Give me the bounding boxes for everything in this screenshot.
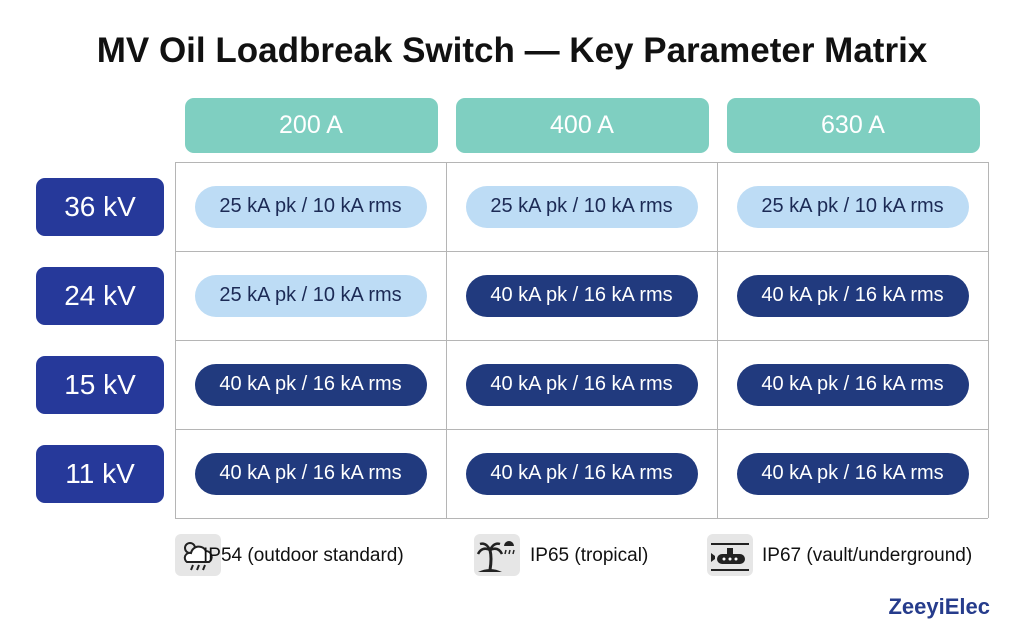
row-header: 24 kV xyxy=(36,266,164,325)
column-header: 200 A xyxy=(184,98,438,153)
legend-icon xyxy=(707,534,753,576)
column-header: 630 A xyxy=(726,98,980,153)
legend-label: IP54 (outdoor standard) xyxy=(203,545,404,566)
grid-line xyxy=(175,429,988,430)
grid-line xyxy=(175,251,988,252)
rating-pill: 40 kA pk / 16 kA rms xyxy=(465,274,698,317)
rating-pill: 40 kA pk / 16 kA rms xyxy=(736,452,969,495)
rating-pill: 40 kA pk / 16 kA rms xyxy=(465,452,698,495)
brand: ZeeyiElec xyxy=(888,594,990,619)
grid-line xyxy=(175,162,988,163)
legend-icon xyxy=(474,534,520,576)
grid-line xyxy=(175,518,988,519)
row-header: 15 kV xyxy=(36,355,164,414)
rating-pill: 25 kA pk / 10 kA rms xyxy=(465,185,698,228)
row-header: 11 kV xyxy=(36,444,164,503)
rating-pill: 40 kA pk / 16 kA rms xyxy=(465,363,698,406)
rating-pill: 40 kA pk / 16 kA rms xyxy=(736,363,969,406)
row-header: 36 kV xyxy=(36,177,164,236)
legend-label: IP65 (tropical) xyxy=(530,545,649,566)
rating-pill: 25 kA pk / 10 kA rms xyxy=(736,185,969,228)
title: MV Oil Loadbreak Switch — Key Parameter … xyxy=(96,31,928,70)
rating-pill: 40 kA pk / 16 kA rms xyxy=(194,452,427,495)
rating-pill: 25 kA pk / 10 kA rms xyxy=(194,185,427,228)
grid-line xyxy=(988,162,989,518)
rating-pill: 25 kA pk / 10 kA rms xyxy=(194,274,427,317)
legend-icon xyxy=(175,534,221,576)
rating-pill: 40 kA pk / 16 kA rms xyxy=(736,274,969,317)
legend-label: IP67 (vault/underground) xyxy=(762,545,973,566)
column-header: 400 A xyxy=(455,98,709,153)
rating-pill: 40 kA pk / 16 kA rms xyxy=(194,363,427,406)
grid-line xyxy=(175,340,988,341)
